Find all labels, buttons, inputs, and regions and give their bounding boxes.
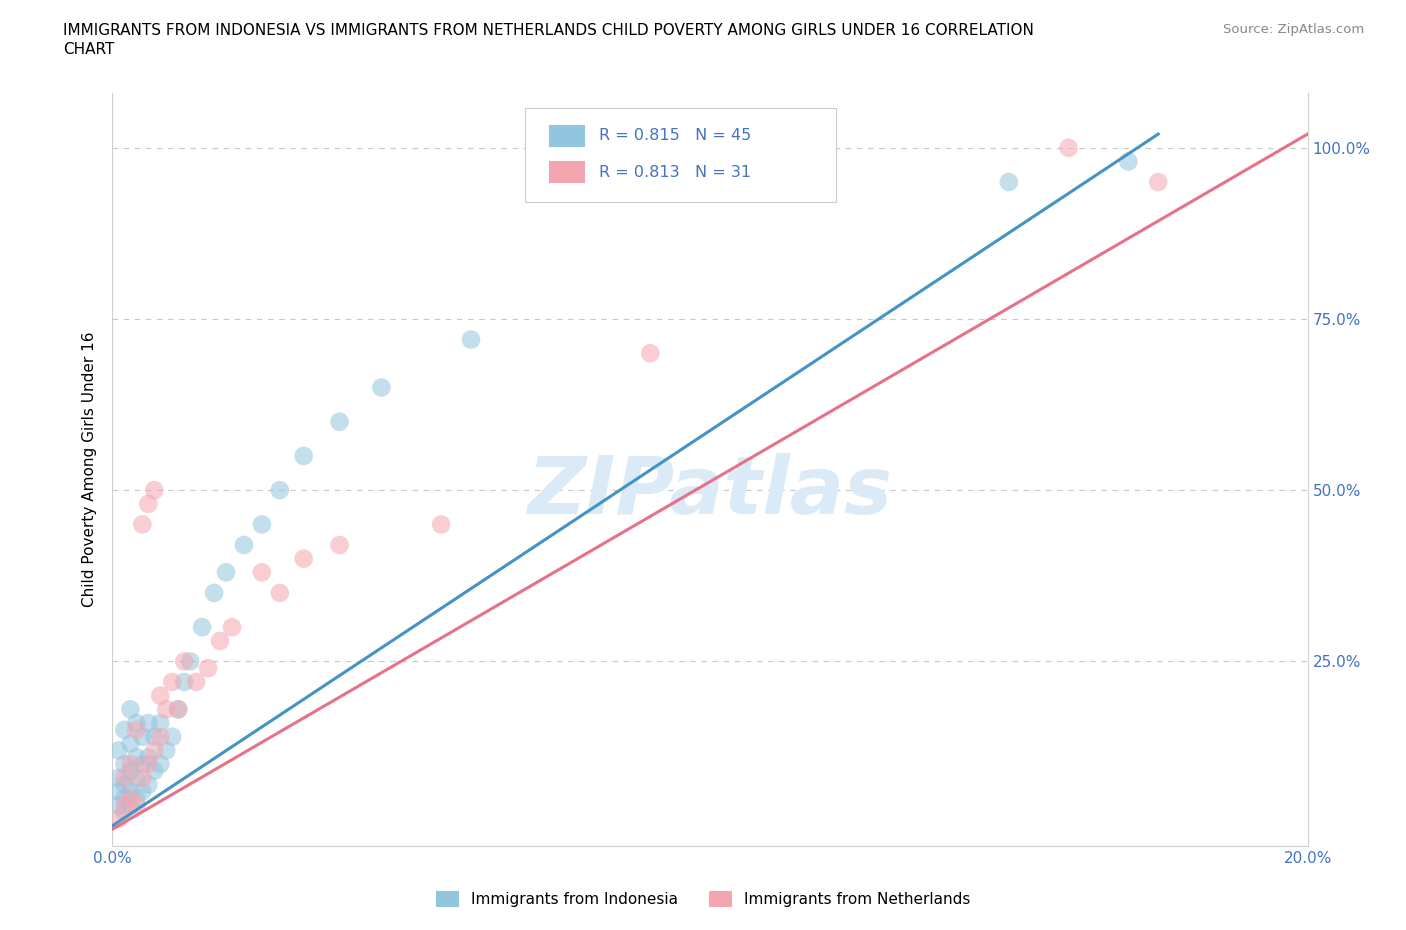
Point [120, 798, 142, 813]
Point [125, 750, 148, 764]
FancyBboxPatch shape [548, 125, 585, 147]
Point [186, 674, 208, 689]
Point [998, 175, 1021, 190]
Point [125, 770, 148, 785]
Point [120, 784, 142, 799]
Point [143, 729, 166, 744]
Point [250, 565, 273, 579]
Point [125, 723, 148, 737]
Point [107, 770, 129, 785]
Point [202, 586, 225, 601]
Point [138, 750, 160, 764]
Point [430, 517, 453, 532]
Point [233, 538, 256, 552]
FancyBboxPatch shape [524, 108, 835, 202]
Point [173, 674, 195, 689]
Point [120, 757, 142, 772]
Point [329, 538, 352, 552]
Text: Source: ZipAtlas.com: Source: ZipAtlas.com [1223, 23, 1364, 36]
Point [107, 784, 129, 799]
Point [114, 804, 135, 819]
Point [292, 448, 315, 463]
Point [155, 743, 177, 758]
Point [167, 702, 190, 717]
Point [173, 654, 195, 669]
Point [125, 715, 148, 730]
Point [138, 715, 160, 730]
Text: IMMIGRANTS FROM INDONESIA VS IMMIGRANTS FROM NETHERLANDS CHILD POVERTY AMONG GIR: IMMIGRANTS FROM INDONESIA VS IMMIGRANTS … [63, 23, 1035, 38]
Point [329, 414, 352, 429]
Point [114, 790, 135, 805]
Point [114, 770, 135, 785]
Point [1118, 154, 1140, 169]
Legend: Immigrants from Indonesia, Immigrants from Netherlands: Immigrants from Indonesia, Immigrants fr… [430, 884, 976, 913]
Point [138, 497, 160, 512]
Point [107, 812, 129, 827]
Point [162, 729, 183, 744]
Point [107, 743, 129, 758]
Point [370, 380, 392, 395]
Point [149, 757, 172, 772]
Point [143, 743, 166, 758]
Point [167, 702, 190, 717]
Point [125, 790, 148, 805]
Point [114, 777, 135, 792]
FancyBboxPatch shape [548, 161, 585, 183]
Point [125, 798, 148, 813]
Point [131, 517, 153, 532]
Point [269, 483, 291, 498]
Point [120, 764, 142, 778]
Point [179, 654, 201, 669]
Point [162, 674, 183, 689]
Point [250, 517, 273, 532]
Text: CHART: CHART [63, 42, 115, 57]
Point [131, 784, 153, 799]
Point [209, 633, 232, 648]
Point [138, 757, 160, 772]
Point [1147, 175, 1170, 190]
Point [131, 729, 153, 744]
Point [460, 332, 482, 347]
Point [149, 715, 172, 730]
Point [114, 723, 135, 737]
Point [191, 619, 214, 634]
Text: R = 0.815   N = 45: R = 0.815 N = 45 [599, 128, 751, 143]
Text: ZIPatlas: ZIPatlas [527, 453, 893, 531]
Point [640, 346, 662, 361]
Point [131, 770, 153, 785]
Text: R = 0.813   N = 31: R = 0.813 N = 31 [599, 165, 751, 179]
Point [120, 702, 142, 717]
Point [143, 483, 166, 498]
Point [292, 551, 315, 566]
Y-axis label: Child Poverty Among Girls Under 16: Child Poverty Among Girls Under 16 [82, 332, 97, 607]
Point [114, 757, 135, 772]
Point [269, 586, 291, 601]
Point [149, 688, 172, 703]
Point [197, 661, 219, 676]
Point [143, 764, 166, 778]
Point [1057, 140, 1080, 155]
Point [221, 619, 243, 634]
Point [131, 757, 153, 772]
Point [120, 790, 142, 805]
Point [120, 737, 142, 751]
Point [155, 702, 177, 717]
Point [215, 565, 238, 579]
Point [114, 798, 135, 813]
Point [149, 729, 172, 744]
Point [138, 777, 160, 792]
Point [107, 798, 129, 813]
